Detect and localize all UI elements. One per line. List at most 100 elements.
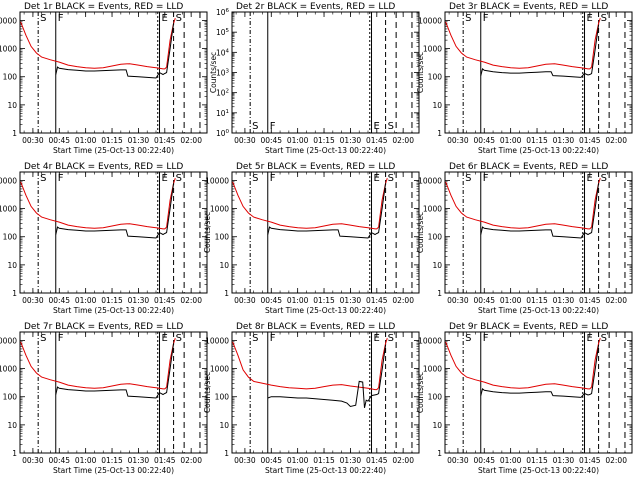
- y-tick-label: 1000: [0, 205, 17, 214]
- marker-label: F: [58, 173, 64, 184]
- panel-title: Det 6r BLACK = Events, RED = LLD: [449, 162, 608, 172]
- y-tick-label: 106: [216, 8, 230, 17]
- y-tick-label: 100: [216, 129, 230, 138]
- x-tick-label: 02:00: [392, 136, 414, 145]
- x-tick-label: 01:45: [579, 456, 601, 465]
- y-tick-label: 10000: [0, 16, 17, 25]
- y-tick-label: 1: [224, 449, 229, 458]
- lld-series-line: [20, 178, 176, 230]
- panel-title: Det 2r BLACK = Events, RED = LLD: [236, 2, 395, 12]
- events-series-line: [480, 24, 600, 78]
- panel-det-4r: Det 4r BLACK = Events, RED = LLD 1 10 100 10…: [0, 162, 208, 315]
- x-tick-label: 02:00: [605, 296, 627, 305]
- lld-series-line: [232, 338, 388, 391]
- x-tick-label: 01:30: [553, 136, 575, 145]
- x-tick-label: 01:15: [101, 296, 123, 305]
- plot-frame: [231, 11, 420, 134]
- x-tick-label: 02:00: [605, 456, 627, 465]
- y-tick-label: 10000: [418, 176, 442, 185]
- y-tick-label: 10: [432, 261, 442, 270]
- y-tick-label: 1000: [210, 365, 229, 374]
- y-tick-label: 1000: [210, 205, 229, 214]
- panel-title: Det 4r BLACK = Events, RED = LLD: [24, 162, 183, 172]
- x-tick-label: 02:00: [605, 136, 627, 145]
- x-tick-label: 01:00: [287, 296, 309, 305]
- y-tick-label: 10000: [418, 16, 442, 25]
- x-tick-label: 00:30: [447, 296, 469, 305]
- x-tick-label: 01:15: [313, 296, 335, 305]
- y-tick-label: 1000: [423, 205, 442, 214]
- panel-title: Det 7r BLACK = Events, RED = LLD: [24, 322, 183, 332]
- marker-label: E: [587, 173, 593, 184]
- x-tick-label: 00:30: [234, 296, 256, 305]
- x-tick-label: 02:00: [392, 296, 414, 305]
- x-axis-label: Start Time (25-Oct-13 00:22:40): [53, 466, 174, 475]
- marker-label: F: [483, 333, 489, 344]
- y-tick-label: 100: [3, 73, 18, 82]
- y-tick-label: 1: [12, 129, 17, 138]
- plot-frame: [444, 331, 633, 454]
- marker-label: S: [252, 121, 258, 132]
- marker-label: S: [465, 333, 471, 344]
- y-tick-label: 104: [216, 48, 230, 57]
- panel-title: Det 1r BLACK = Events, RED = LLD: [24, 2, 183, 12]
- marker-label: E: [374, 121, 380, 132]
- x-tick-label: 01:45: [579, 136, 601, 145]
- lld-series-line: [20, 18, 176, 70]
- x-tick-label: 00:45: [48, 296, 70, 305]
- marker-label: S: [601, 13, 607, 24]
- marker-label: F: [483, 173, 489, 184]
- marker-label: S: [176, 173, 182, 184]
- plot-frame: [231, 171, 420, 294]
- lld-series-line: [20, 338, 176, 390]
- x-tick-label: 01:30: [340, 296, 362, 305]
- x-tick-label: 00:30: [234, 136, 256, 145]
- marker-label: S: [601, 333, 607, 344]
- y-tick-label: 1000: [423, 45, 442, 54]
- plot-frame: [444, 11, 633, 134]
- x-tick-label: 01:15: [101, 456, 123, 465]
- y-tick-label: 10000: [0, 176, 17, 185]
- x-tick-label: 01:30: [128, 136, 150, 145]
- marker-label: E: [162, 13, 168, 24]
- marker-label: S: [388, 121, 394, 132]
- x-tick-label: 00:45: [48, 456, 70, 465]
- x-tick-label: 01:30: [340, 136, 362, 145]
- x-tick-label: 00:45: [260, 296, 282, 305]
- events-series-line: [267, 344, 387, 409]
- x-tick-label: 01:30: [340, 456, 362, 465]
- plot-frame: [231, 331, 420, 454]
- marker-label: S: [601, 173, 607, 184]
- y-tick-label: 10: [219, 261, 229, 270]
- panel-det-8r: Det 8r BLACK = Events, RED = LLD 1 10 100 10…: [203, 322, 420, 475]
- y-tick-label: 100: [428, 233, 443, 242]
- y-axis-label: Counts/sec: [416, 372, 425, 413]
- y-tick-label: 101: [216, 109, 229, 118]
- x-tick-label: 01:15: [313, 136, 335, 145]
- marker-label: S: [40, 13, 46, 24]
- x-tick-label: 00:45: [48, 136, 70, 145]
- marker-label: E: [374, 173, 380, 184]
- lld-series-line: [445, 18, 601, 70]
- x-axis-label: Start Time (25-Oct-13 00:22:40): [478, 146, 599, 155]
- y-tick-label: 100: [428, 393, 443, 402]
- plot-frame: [19, 11, 208, 134]
- x-tick-label: 02:00: [180, 296, 202, 305]
- x-tick-label: 01:15: [526, 456, 548, 465]
- x-tick-label: 01:00: [75, 136, 97, 145]
- y-tick-label: 10000: [205, 176, 229, 185]
- y-tick-label: 100: [215, 233, 230, 242]
- y-tick-label: 10000: [205, 336, 229, 345]
- y-tick-label: 1000: [423, 365, 442, 374]
- x-tick-label: 02:00: [392, 456, 414, 465]
- events-series-line: [55, 183, 175, 239]
- y-tick-label: 100: [215, 393, 230, 402]
- lld-series-line: [445, 338, 601, 390]
- x-tick-label: 01:45: [154, 136, 176, 145]
- x-tick-label: 01:00: [500, 456, 522, 465]
- x-tick-label: 01:00: [75, 456, 97, 465]
- y-tick-label: 105: [216, 28, 230, 37]
- marker-label: S: [252, 333, 258, 344]
- marker-label: F: [270, 121, 276, 132]
